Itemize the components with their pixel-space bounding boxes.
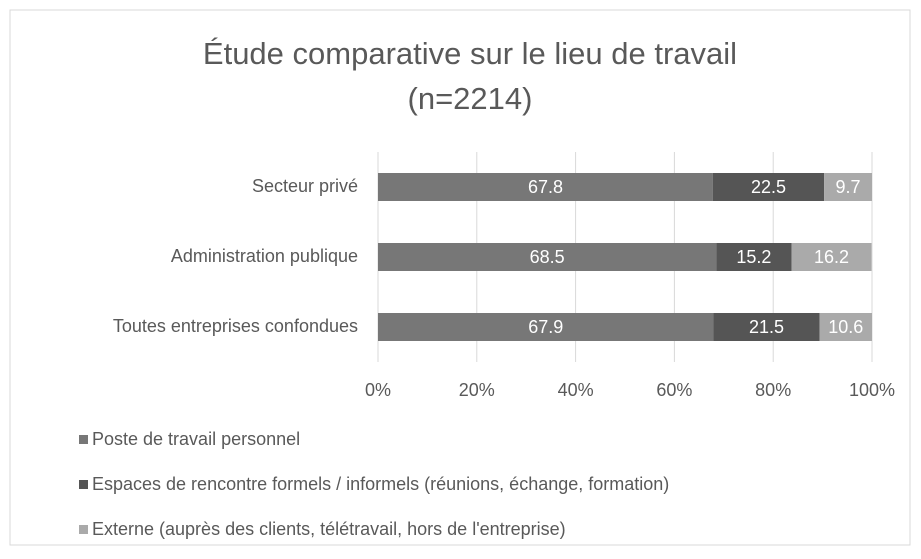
bar-segment — [712, 173, 825, 201]
bar-segment — [378, 313, 714, 341]
x-tick-label: 100% — [849, 380, 895, 400]
x-tick-label: 80% — [755, 380, 791, 400]
bar-segment — [378, 243, 717, 271]
x-tick-label: 0% — [365, 380, 391, 400]
bar-segment — [824, 173, 872, 201]
data-label: 22.5 — [751, 177, 786, 197]
bar-segment — [713, 313, 820, 341]
y-tick-label: Toutes entreprises confondues — [113, 316, 358, 336]
chart-border — [9, 9, 911, 546]
bar-segment — [716, 243, 792, 271]
x-tick-label: 20% — [459, 380, 495, 400]
data-label: 21.5 — [749, 317, 784, 337]
y-tick-label: Administration publique — [171, 246, 358, 266]
legend-swatch — [79, 435, 88, 444]
bar-segment — [791, 243, 872, 271]
data-label: 16.2 — [814, 247, 849, 267]
data-label: 68.5 — [530, 247, 565, 267]
chart-title: Étude comparative sur le lieu de travail — [203, 36, 737, 71]
data-label: 67.8 — [528, 177, 563, 197]
legend-swatch — [79, 480, 88, 489]
legend-label: Externe (auprès des clients, télétravail… — [92, 519, 566, 539]
data-label: 15.2 — [736, 247, 771, 267]
data-label: 67.9 — [528, 317, 563, 337]
data-label: 10.6 — [828, 317, 863, 337]
legend-label: Espaces de rencontre formels / informels… — [92, 474, 669, 494]
x-tick-label: 40% — [558, 380, 594, 400]
chart-subtitle: (n=2214) — [408, 81, 533, 116]
data-label: 9.7 — [836, 177, 861, 197]
legend-swatch — [79, 525, 88, 534]
legend-label: Poste de travail personnel — [92, 429, 300, 449]
x-tick-label: 60% — [656, 380, 692, 400]
bar-segment — [378, 173, 713, 201]
bar-segment — [819, 313, 872, 341]
y-tick-label: Secteur privé — [252, 176, 358, 196]
